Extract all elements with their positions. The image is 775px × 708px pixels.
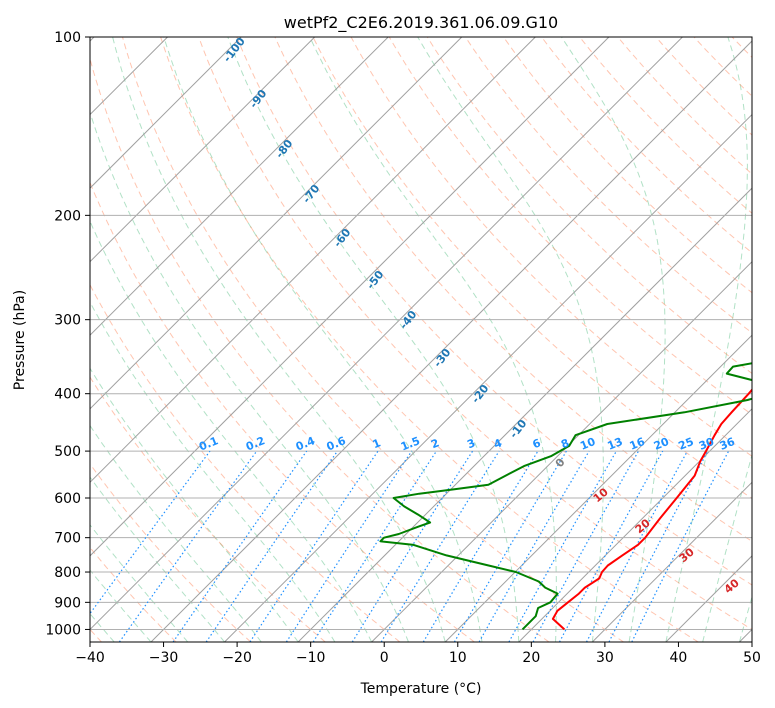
mixing-ratio-label: 8 [559, 436, 571, 451]
mixing-ratio-label: 16 [628, 435, 647, 453]
data-series [379, 362, 752, 631]
mixing-ratio-label: 30 [697, 435, 716, 453]
y-axis-label: Pressure (hPa) [12, 290, 28, 390]
isotherm [90, 37, 536, 484]
isotherm [224, 113, 752, 642]
moist-adiabat [90, 524, 189, 642]
moist-adiabat [112, 37, 446, 642]
isotherm [90, 37, 389, 336]
x-tick-label: −20 [222, 650, 252, 666]
mixing-ratio-label: 1 [371, 436, 383, 451]
dry-adiabat [274, 37, 752, 542]
moist-adiabat [90, 476, 225, 642]
moist-adiabat [90, 110, 409, 642]
x-tick-label: −40 [75, 650, 105, 666]
mixing-ratio-line [532, 450, 640, 642]
dry-adiabat [312, 37, 752, 499]
mixing-ratio-line [249, 450, 379, 642]
moist-adiabat [227, 37, 520, 642]
dry-adiabat [90, 463, 252, 642]
x-tick-label: 10 [449, 650, 467, 666]
mixing-ratio-line [631, 450, 730, 642]
x-tick-label: 0 [380, 650, 389, 666]
isotherm [90, 37, 683, 631]
moist-adiabat [702, 453, 752, 642]
mixing-ratio-line [205, 450, 338, 642]
x-tick-label: −10 [296, 650, 326, 666]
y-tick-label: 700 [54, 531, 81, 547]
x-axis-label: Temperature (°C) [360, 681, 482, 697]
y-tick-label: 200 [54, 208, 81, 224]
mixing-ratio-line [380, 450, 500, 642]
plot-frame [89, 36, 753, 643]
mixing-ratio-line [285, 450, 413, 642]
x-tick-label: 30 [596, 650, 614, 666]
x-tick-label: −30 [149, 650, 179, 666]
moist-adiabat [309, 37, 557, 642]
mixing-ratio-line [118, 450, 258, 642]
isotherm [90, 37, 463, 410]
axes: −40 −30 −20 −10 0 10 20 30 40 50 100 200 300 400 500 60… [45, 30, 761, 666]
x-tick-label: 20 [522, 650, 540, 666]
mixing-ratio-label: 20 [652, 435, 671, 453]
moist-adiabat [163, 37, 483, 642]
line-labels: 0.1 0.2 0.4 0.6 1 1.5 2 3 4 6 8 10 13 16 20 25 30 36-100-… [197, 35, 742, 596]
isotherm [371, 260, 752, 642]
y-tick-label: 600 [54, 491, 81, 507]
mixing-ratio-label: 25 [677, 435, 696, 453]
dewpoint-profile [379, 362, 752, 631]
y-tick-label: 300 [54, 313, 81, 329]
mixing-ratio-label: 2 [429, 436, 441, 451]
y-tick-label: 500 [54, 444, 81, 460]
isotherm [150, 40, 752, 642]
mixing-ratio-label: 36 [718, 435, 737, 453]
moist-adiabat [90, 301, 336, 642]
background-lines [90, 37, 752, 642]
isotherm [297, 187, 752, 642]
y-tick-label: 400 [54, 387, 81, 403]
isotherm [591, 481, 752, 642]
isotherm [90, 37, 242, 189]
moist-adiabat [561, 37, 666, 642]
dry-adiabat [160, 37, 699, 642]
x-tick-label: 50 [743, 650, 761, 666]
dry-adiabat [236, 37, 752, 586]
y-tick-label: 900 [54, 595, 81, 611]
y-tick-label: 100 [54, 30, 81, 46]
dry-adiabat [90, 56, 550, 642]
chart-title: wetPf2_C2E6.2019.361.06.09.G10 [284, 13, 558, 33]
isotherm [90, 37, 316, 263]
moist-adiabat [738, 595, 752, 642]
moist-adiabat [90, 219, 373, 642]
moist-adiabat [665, 37, 748, 642]
temperature-profile [551, 388, 752, 631]
x-tick-label: 40 [670, 650, 688, 666]
y-tick-label: 800 [54, 565, 81, 581]
isotherm [518, 408, 752, 642]
isotherm [444, 334, 752, 642]
mixing-ratio-line [90, 450, 211, 615]
mixing-ratio-line [172, 450, 308, 642]
moist-adiabat [90, 569, 152, 642]
mixing-ratio-line [508, 450, 617, 642]
mixing-ratio-line [558, 450, 664, 642]
moist-adiabat [417, 37, 604, 642]
isotherm [90, 37, 610, 557]
moist-adiabat [90, 424, 262, 642]
mixing-ratio-label: 13 [606, 435, 625, 453]
mixing-ratio-label: 3 [465, 436, 477, 451]
mixing-ratio-line [312, 450, 437, 642]
mixing-ratio-label: 10 [578, 435, 597, 453]
mixing-ratio-line [351, 450, 474, 642]
dry-adiabat [122, 37, 624, 642]
dry-adiabat [198, 37, 752, 630]
dry-adiabat [90, 376, 326, 642]
y-tick-label: 1000 [45, 622, 81, 638]
